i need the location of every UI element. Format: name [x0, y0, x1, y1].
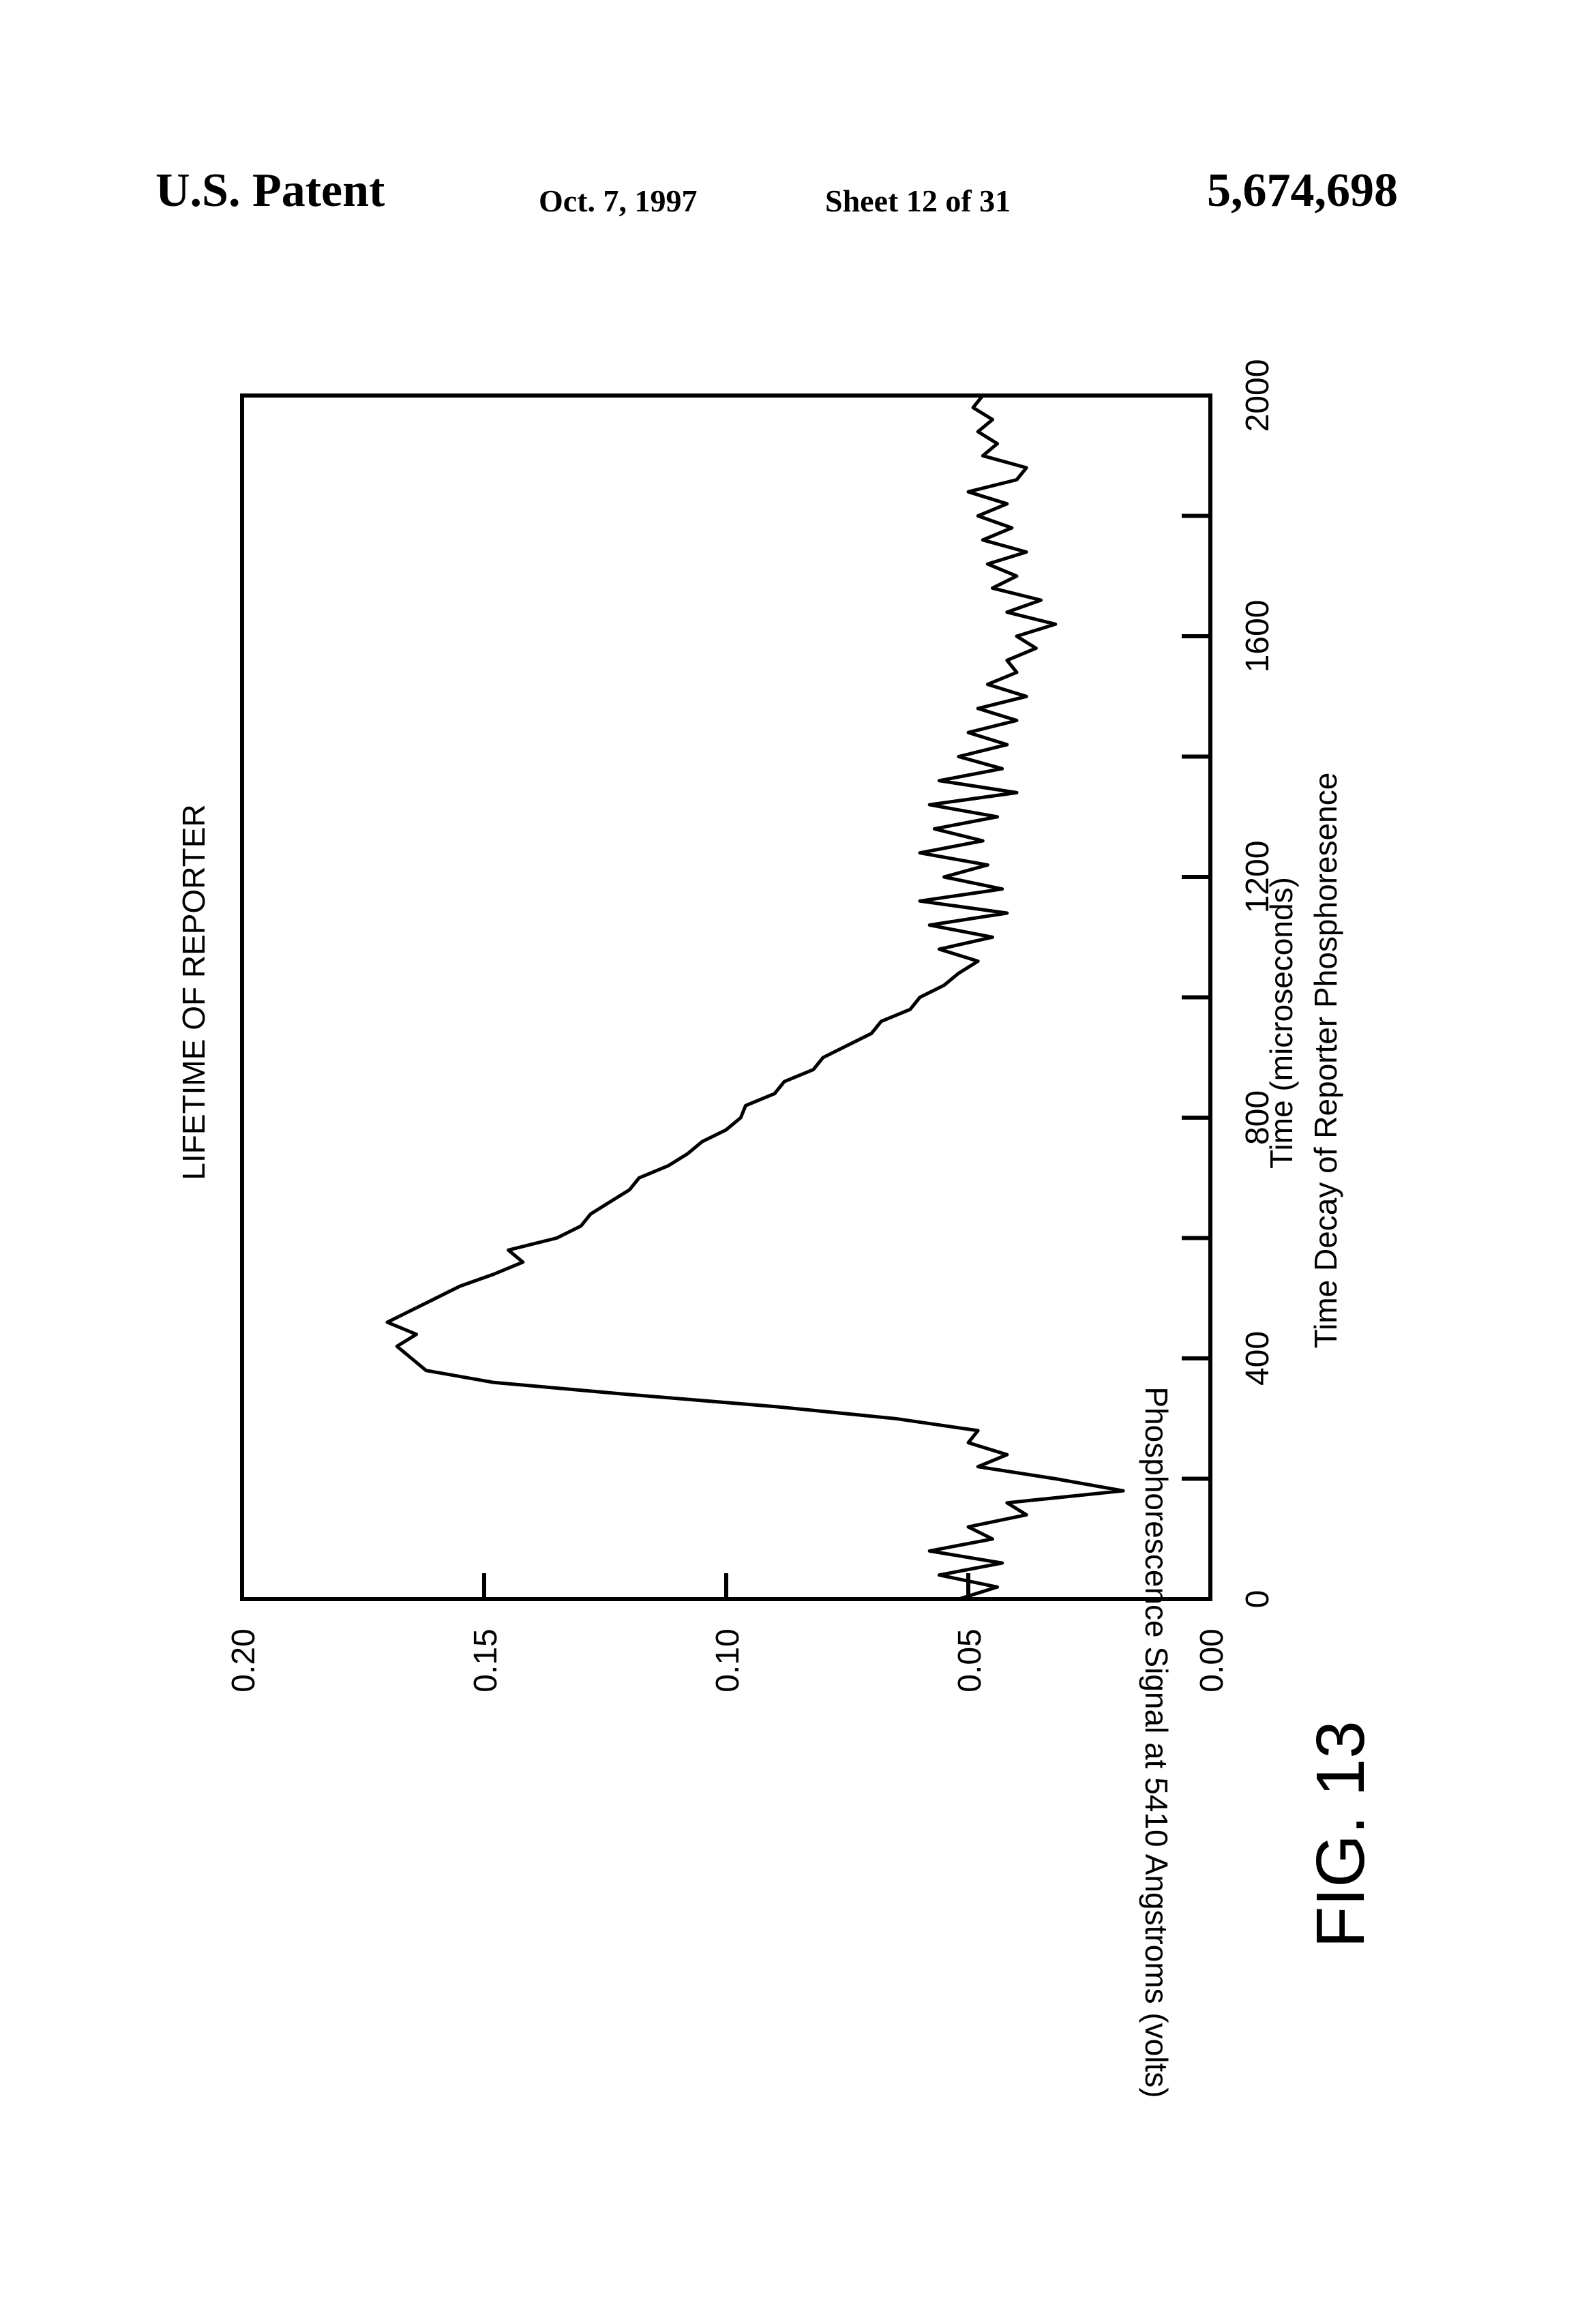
figure-label: FIG. 13 — [1302, 1720, 1379, 1948]
signal-axis-label: Phosphorescence Signal at 5410 Angstroms… — [1139, 1386, 1174, 2098]
chart-title: LIFETIME OF REPORTER — [176, 804, 211, 1180]
time-tick-label: 400 — [1240, 1331, 1276, 1386]
time-tick-label: 0 — [1240, 1590, 1276, 1609]
time-tick-label: 1600 — [1240, 600, 1276, 673]
signal-tick-label: 0.00 — [1194, 1628, 1230, 1692]
signal-tick-label: 0.05 — [952, 1628, 988, 1692]
series-line — [387, 396, 1123, 1599]
time-axis-label: Time (microseconds) — [1264, 877, 1299, 1169]
time-tick-label: 2000 — [1240, 359, 1276, 432]
plot-group: 0.000.050.100.150.200400800120016002000L… — [176, 359, 1343, 2098]
signal-tick-label: 0.15 — [468, 1628, 504, 1692]
signal-tick-label: 0.10 — [710, 1628, 746, 1692]
plot-frame — [242, 396, 1210, 1599]
signal-tick-label: 0.20 — [226, 1628, 262, 1692]
chart-subtitle: Time Decay of Reporter Phosphoresence — [1308, 773, 1343, 1349]
